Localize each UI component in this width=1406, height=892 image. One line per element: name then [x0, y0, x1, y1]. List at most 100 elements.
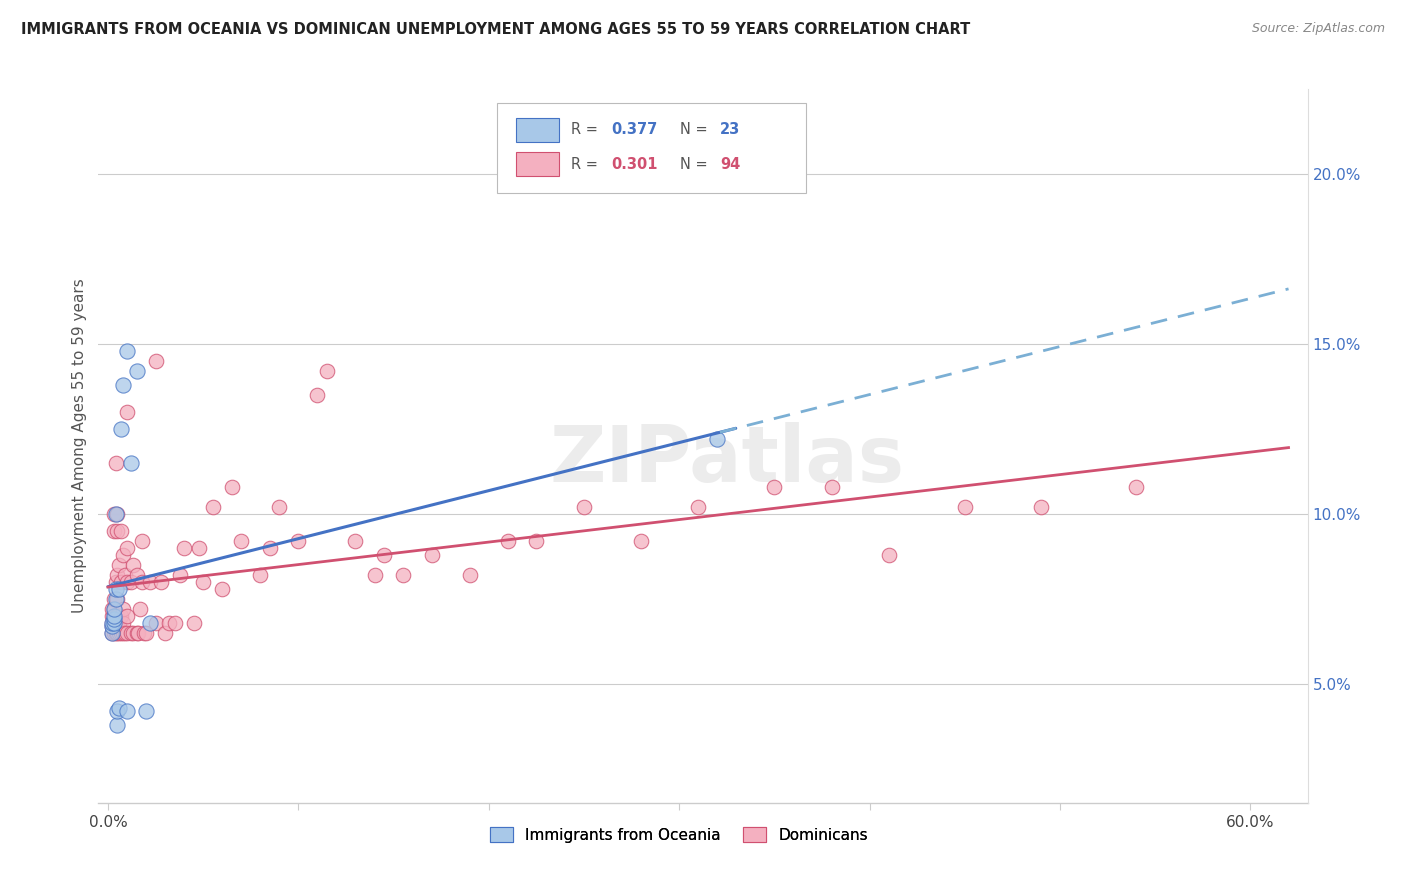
Point — [115, 626, 138, 640]
Point — [115, 405, 138, 419]
Point — [110, 574, 132, 589]
Y-axis label: Unemployment Among Ages 55 to 59 years: Unemployment Among Ages 55 to 59 years — [72, 278, 87, 614]
Point — [121, 558, 143, 572]
Point — [120, 574, 142, 589]
Point — [630, 534, 652, 549]
Point — [103, 507, 125, 521]
Point — [103, 615, 125, 630]
Point — [114, 568, 136, 582]
Point — [169, 568, 191, 582]
Legend: Immigrants from Oceania, Dominicans: Immigrants from Oceania, Dominicans — [484, 821, 875, 848]
Point — [131, 534, 153, 549]
Point — [104, 582, 127, 596]
Text: IMMIGRANTS FROM OCEANIA VS DOMINICAN UNEMPLOYMENT AMONG AGES 55 TO 59 YEARS CORR: IMMIGRANTS FROM OCEANIA VS DOMINICAN UNE… — [21, 22, 970, 37]
Point — [688, 500, 710, 515]
Point — [104, 591, 127, 606]
Point — [107, 626, 129, 640]
Point — [125, 568, 148, 582]
Point — [103, 612, 125, 626]
Point — [153, 626, 176, 640]
Point — [139, 615, 162, 630]
Point — [373, 548, 395, 562]
Point — [524, 534, 547, 549]
Point — [104, 626, 127, 640]
Point — [112, 548, 135, 562]
Point — [100, 602, 122, 616]
Point — [110, 608, 132, 623]
Point — [107, 568, 129, 582]
Point — [115, 541, 138, 555]
Point — [139, 574, 162, 589]
Point — [183, 615, 205, 630]
Point — [458, 568, 481, 582]
Point — [108, 626, 131, 640]
Point — [107, 615, 129, 630]
Point — [100, 608, 122, 623]
Point — [120, 456, 142, 470]
Point — [103, 626, 125, 640]
Point — [157, 615, 180, 630]
Text: 23: 23 — [720, 122, 740, 137]
Point — [953, 500, 976, 515]
Point — [103, 602, 125, 616]
Point — [103, 524, 125, 538]
FancyBboxPatch shape — [516, 152, 560, 177]
Point — [103, 615, 125, 630]
Point — [108, 700, 131, 714]
Point — [108, 615, 131, 630]
Point — [420, 548, 443, 562]
Text: 94: 94 — [720, 157, 740, 171]
Point — [231, 534, 253, 549]
Point — [114, 626, 136, 640]
Point — [191, 574, 214, 589]
Point — [112, 602, 135, 616]
Point — [259, 541, 281, 555]
Point — [107, 507, 129, 521]
Point — [316, 364, 339, 378]
Point — [496, 534, 519, 549]
Point — [129, 602, 152, 616]
Text: N =: N = — [681, 157, 713, 171]
Point — [107, 619, 129, 633]
Point — [706, 432, 728, 446]
Point — [104, 615, 127, 630]
Point — [269, 500, 291, 515]
Point — [103, 591, 125, 606]
Point — [121, 626, 143, 640]
Point — [112, 377, 135, 392]
Text: Source: ZipAtlas.com: Source: ZipAtlas.com — [1251, 22, 1385, 36]
Point — [287, 534, 309, 549]
Point — [145, 354, 167, 368]
FancyBboxPatch shape — [516, 118, 560, 142]
Point — [115, 704, 138, 718]
Point — [107, 717, 129, 731]
Point — [108, 558, 131, 572]
Point — [125, 364, 148, 378]
Point — [344, 534, 367, 549]
Point — [107, 704, 129, 718]
Point — [131, 574, 153, 589]
Point — [211, 582, 233, 596]
Point — [104, 608, 127, 623]
Point — [115, 343, 138, 358]
Point — [763, 480, 786, 494]
Point — [103, 602, 125, 616]
Point — [249, 568, 271, 582]
Point — [150, 574, 173, 589]
Point — [112, 626, 135, 640]
Text: R =: R = — [571, 157, 603, 171]
Point — [112, 615, 135, 630]
Point — [107, 608, 129, 623]
Point — [103, 608, 125, 623]
Point — [363, 568, 385, 582]
Text: R =: R = — [571, 122, 603, 137]
Point — [115, 574, 138, 589]
Point — [110, 626, 132, 640]
Point — [135, 704, 157, 718]
Point — [103, 608, 125, 623]
Point — [188, 541, 211, 555]
Point — [392, 568, 415, 582]
Point — [572, 500, 595, 515]
Point — [107, 591, 129, 606]
Point — [110, 422, 132, 436]
